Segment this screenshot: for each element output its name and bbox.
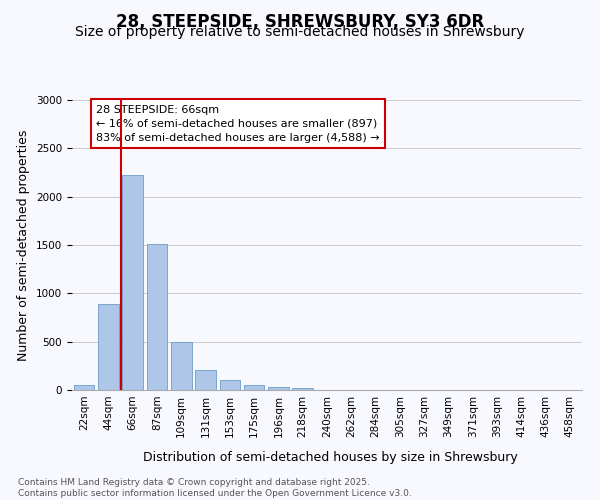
Bar xyxy=(268,386,289,390)
Text: 28 STEEPSIDE: 66sqm
← 16% of semi-detached houses are smaller (897)
83% of semi-: 28 STEEPSIDE: 66sqm ← 16% of semi-detach… xyxy=(96,105,380,143)
Text: 28, STEEPSIDE, SHREWSBURY, SY3 6DR: 28, STEEPSIDE, SHREWSBURY, SY3 6DR xyxy=(116,12,484,30)
Bar xyxy=(195,370,216,390)
Text: Distribution of semi-detached houses by size in Shrewsbury: Distribution of semi-detached houses by … xyxy=(143,451,517,464)
Bar xyxy=(171,342,191,390)
Bar xyxy=(146,244,167,390)
Bar xyxy=(122,176,143,390)
Bar xyxy=(292,388,313,390)
Bar xyxy=(220,380,240,390)
Text: Size of property relative to semi-detached houses in Shrewsbury: Size of property relative to semi-detach… xyxy=(75,25,525,39)
Y-axis label: Number of semi-detached properties: Number of semi-detached properties xyxy=(17,130,31,360)
Bar xyxy=(74,385,94,390)
Bar xyxy=(244,384,265,390)
Bar xyxy=(98,304,119,390)
Text: Contains HM Land Registry data © Crown copyright and database right 2025.
Contai: Contains HM Land Registry data © Crown c… xyxy=(18,478,412,498)
